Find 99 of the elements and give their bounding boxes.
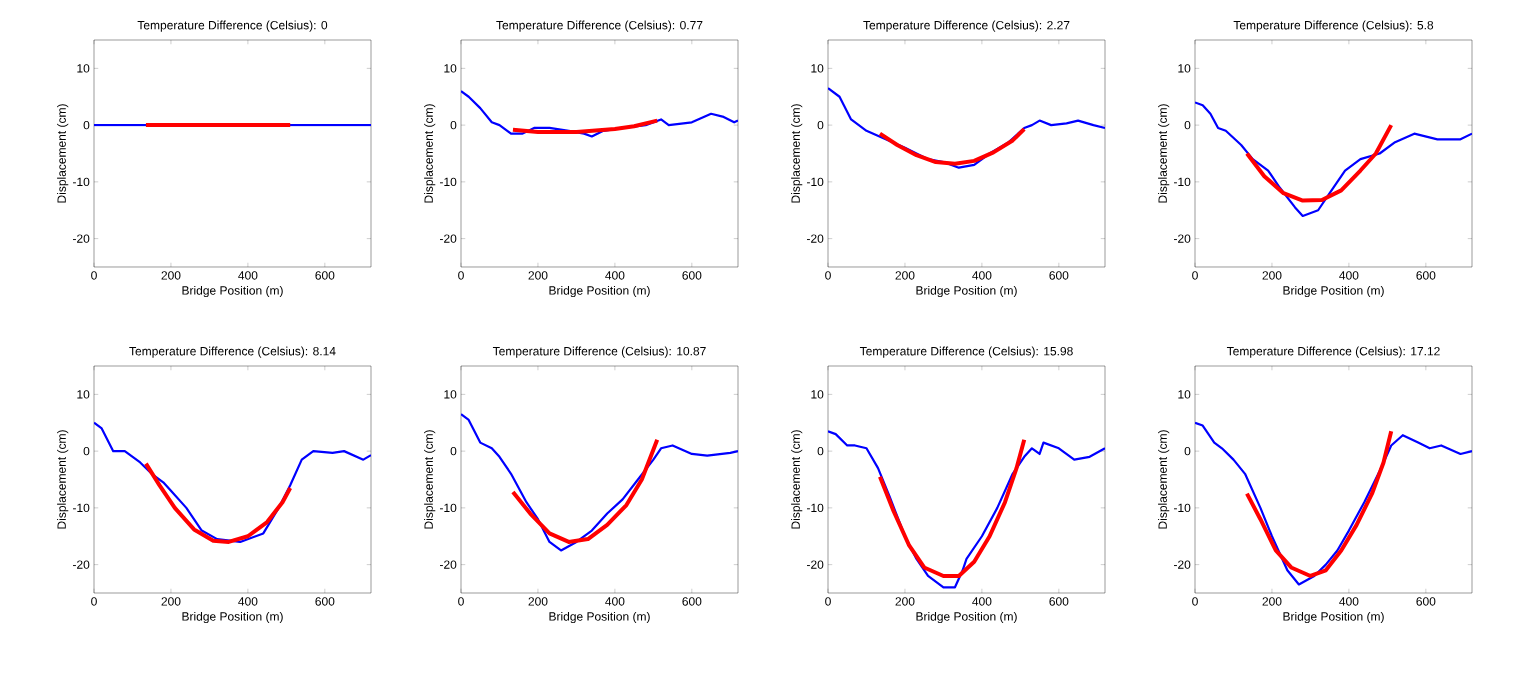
- x-tick-label: 600: [1416, 271, 1436, 280]
- line-series: [143, 461, 293, 544]
- line-series: [461, 413, 739, 552]
- y-axis-title: Displacement (cm): [791, 430, 803, 529]
- y-tick-label: 10: [444, 64, 457, 73]
- y-tick-label: 0: [817, 120, 824, 130]
- y-axis-title: Displacement (cm): [57, 104, 69, 203]
- line-series: [1244, 429, 1394, 578]
- y-axis-title: Displacement (cm): [57, 430, 69, 529]
- x-tick-label: 0: [458, 271, 464, 280]
- line-series: [877, 127, 1027, 166]
- x-tick-label: 200: [1262, 597, 1282, 606]
- y-tick-label: -10: [440, 177, 457, 187]
- y-tick-label: -10: [807, 177, 824, 187]
- x-tick-label: 400: [1339, 271, 1359, 280]
- chart-title: Temperature Difference (Celsius): 0: [137, 20, 328, 32]
- chart-title: Temperature Difference (Celsius): 2.27: [863, 20, 1070, 32]
- y-axis-title: Displacement (cm): [1158, 430, 1170, 529]
- y-tick-label: 10: [77, 390, 90, 399]
- y-tick-label: 10: [1178, 390, 1191, 399]
- x-tick-label: 400: [605, 271, 625, 280]
- line-series: [510, 118, 660, 134]
- x-tick-label: 0: [1192, 271, 1198, 280]
- y-tick-label: -20: [73, 560, 90, 569]
- x-tick-label: 0: [91, 271, 97, 280]
- x-tick-label: 600: [1049, 271, 1069, 280]
- x-tick-label: 0: [1192, 597, 1198, 606]
- line-series: [828, 430, 1106, 589]
- x-tick-label: 600: [315, 271, 335, 280]
- y-tick-label: 10: [1178, 64, 1191, 73]
- x-tick-label: 600: [315, 597, 335, 606]
- chart-title: Temperature Difference (Celsius): 17.12: [1226, 346, 1440, 358]
- y-tick-label: -10: [807, 503, 824, 513]
- x-tick-label: 0: [825, 271, 831, 280]
- y-tick-label: 0: [450, 446, 457, 456]
- x-axis-title: Bridge Position (m): [182, 611, 283, 624]
- y-tick-label: -20: [73, 234, 90, 243]
- y-tick-label: 10: [77, 64, 90, 73]
- x-axis-title: Bridge Position (m): [1283, 611, 1384, 624]
- y-tick-label: -10: [440, 503, 457, 513]
- y-tick-label: 10: [811, 64, 824, 73]
- y-tick-label: 0: [817, 446, 824, 456]
- line-series: [1195, 421, 1473, 586]
- chart-title: Temperature Difference (Celsius): 5.8: [1233, 20, 1434, 32]
- chart-title: Temperature Difference (Celsius): 0.77: [496, 20, 703, 32]
- y-tick-label: 0: [1184, 120, 1191, 130]
- chart-title: Temperature Difference (Celsius): 15.98: [859, 346, 1073, 358]
- y-tick-label: 0: [83, 446, 90, 456]
- y-tick-label: -20: [440, 234, 457, 243]
- x-tick-label: 600: [1416, 597, 1436, 606]
- y-tick-label: -20: [440, 560, 457, 569]
- x-tick-label: 0: [825, 597, 831, 606]
- y-tick-label: 0: [83, 120, 90, 130]
- y-tick-label: -20: [1174, 234, 1191, 243]
- x-tick-label: 200: [528, 271, 548, 280]
- x-tick-label: 400: [238, 271, 258, 280]
- x-axis-title: Bridge Position (m): [549, 611, 650, 624]
- x-tick-label: 400: [605, 597, 625, 606]
- x-tick-label: 400: [972, 597, 992, 606]
- y-axis-title: Displacement (cm): [424, 104, 436, 203]
- chart-title: Temperature Difference (Celsius): 10.87: [492, 346, 706, 358]
- x-axis-title: Bridge Position (m): [1283, 285, 1384, 298]
- y-tick-label: -20: [807, 560, 824, 569]
- y-axis-title: Displacement (cm): [791, 104, 803, 203]
- x-tick-label: 600: [682, 597, 702, 606]
- y-tick-label: -10: [73, 177, 90, 187]
- y-tick-label: -10: [1174, 503, 1191, 513]
- x-tick-label: 600: [1049, 597, 1069, 606]
- y-axis-title: Displacement (cm): [1158, 104, 1170, 203]
- y-tick-label: -10: [73, 503, 90, 513]
- x-tick-label: 200: [161, 271, 181, 280]
- y-tick-label: 0: [1184, 446, 1191, 456]
- x-tick-label: 200: [528, 597, 548, 606]
- y-axis-title: Displacement (cm): [424, 430, 436, 529]
- chart-title: Temperature Difference (Celsius): 8.14: [129, 346, 336, 358]
- x-tick-label: 600: [682, 271, 702, 280]
- x-tick-label: 0: [458, 597, 464, 606]
- x-tick-label: 200: [895, 597, 915, 606]
- x-axis-title: Bridge Position (m): [549, 285, 650, 298]
- y-tick-label: -10: [1174, 177, 1191, 187]
- y-tick-label: -20: [807, 234, 824, 243]
- x-tick-label: 0: [91, 597, 97, 606]
- x-tick-label: 200: [895, 271, 915, 280]
- x-tick-label: 200: [161, 597, 181, 606]
- y-tick-label: 10: [444, 390, 457, 399]
- x-axis-title: Bridge Position (m): [182, 285, 283, 298]
- x-tick-label: 400: [238, 597, 258, 606]
- line-series: [877, 437, 1027, 578]
- x-axis-title: Bridge Position (m): [916, 285, 1017, 298]
- x-tick-label: 200: [1262, 271, 1282, 280]
- line-series: [1244, 123, 1394, 203]
- y-tick-label: -20: [1174, 560, 1191, 569]
- line-series: [510, 437, 660, 544]
- x-axis-title: Bridge Position (m): [916, 611, 1017, 624]
- y-tick-label: 0: [450, 120, 457, 130]
- line-series: [94, 421, 372, 544]
- x-tick-label: 400: [972, 271, 992, 280]
- y-tick-label: 10: [811, 390, 824, 399]
- x-tick-label: 400: [1339, 597, 1359, 606]
